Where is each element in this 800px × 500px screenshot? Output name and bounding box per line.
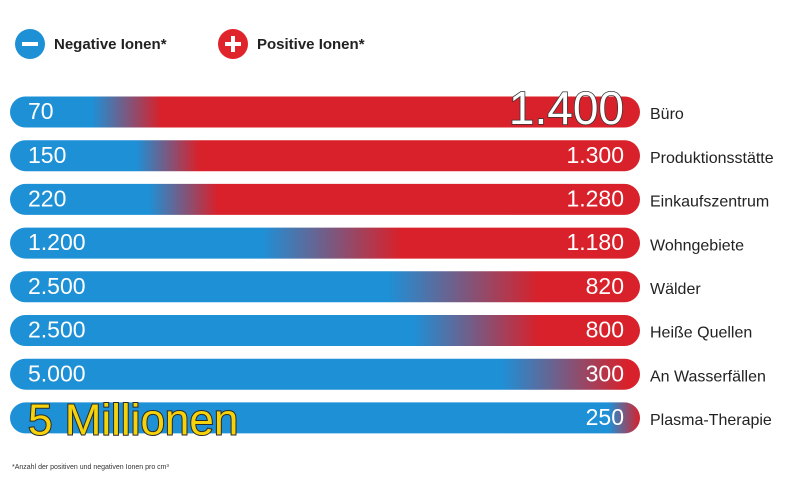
negative-count: 2.500 bbox=[28, 317, 86, 343]
negative-count: 5 Millionen bbox=[28, 396, 238, 445]
minus-sign bbox=[22, 42, 38, 46]
plus-sign bbox=[231, 36, 235, 52]
positive-count: 300 bbox=[586, 360, 624, 386]
positive-count: 250 bbox=[586, 404, 624, 430]
place-label: Einkaufszentrum bbox=[650, 194, 769, 211]
legend-negative: Negative Ionen* bbox=[54, 36, 167, 53]
negative-count: 220 bbox=[28, 185, 66, 211]
footnote: *Anzahl der positiven und negativen Ione… bbox=[12, 464, 169, 471]
positive-count: 820 bbox=[586, 273, 624, 299]
place-label: Büro bbox=[650, 106, 684, 123]
positive-count: 1.280 bbox=[566, 185, 624, 211]
ion-bar bbox=[10, 315, 640, 346]
place-label: An Wasserfällen bbox=[650, 368, 766, 385]
place-label: Plasma-Therapie bbox=[650, 412, 772, 429]
ion-bar bbox=[10, 271, 640, 303]
positive-count: 1.300 bbox=[566, 142, 624, 168]
negative-count: 70 bbox=[28, 98, 54, 124]
place-label: Wälder bbox=[650, 281, 701, 298]
ion-bar bbox=[10, 227, 640, 259]
negative-count: 1.200 bbox=[28, 229, 86, 255]
ion-bar bbox=[10, 358, 640, 390]
place-label: Wohngebiete bbox=[650, 237, 744, 254]
place-label: Heiße Quellen bbox=[650, 325, 752, 342]
legend-positive: Positive Ionen* bbox=[257, 36, 365, 53]
negative-count: 2.500 bbox=[28, 273, 86, 299]
ion-bar bbox=[10, 140, 640, 172]
negative-count: 5.000 bbox=[28, 360, 86, 386]
place-label: Produktionsstätte bbox=[650, 150, 774, 167]
positive-count: 800 bbox=[586, 317, 624, 343]
ion-bar bbox=[10, 183, 640, 215]
positive-count: 1.400 bbox=[509, 82, 624, 134]
positive-count: 1.180 bbox=[566, 229, 624, 255]
ion-bar bbox=[10, 402, 640, 434]
negative-count: 150 bbox=[28, 142, 66, 168]
ion-bar bbox=[10, 96, 640, 128]
